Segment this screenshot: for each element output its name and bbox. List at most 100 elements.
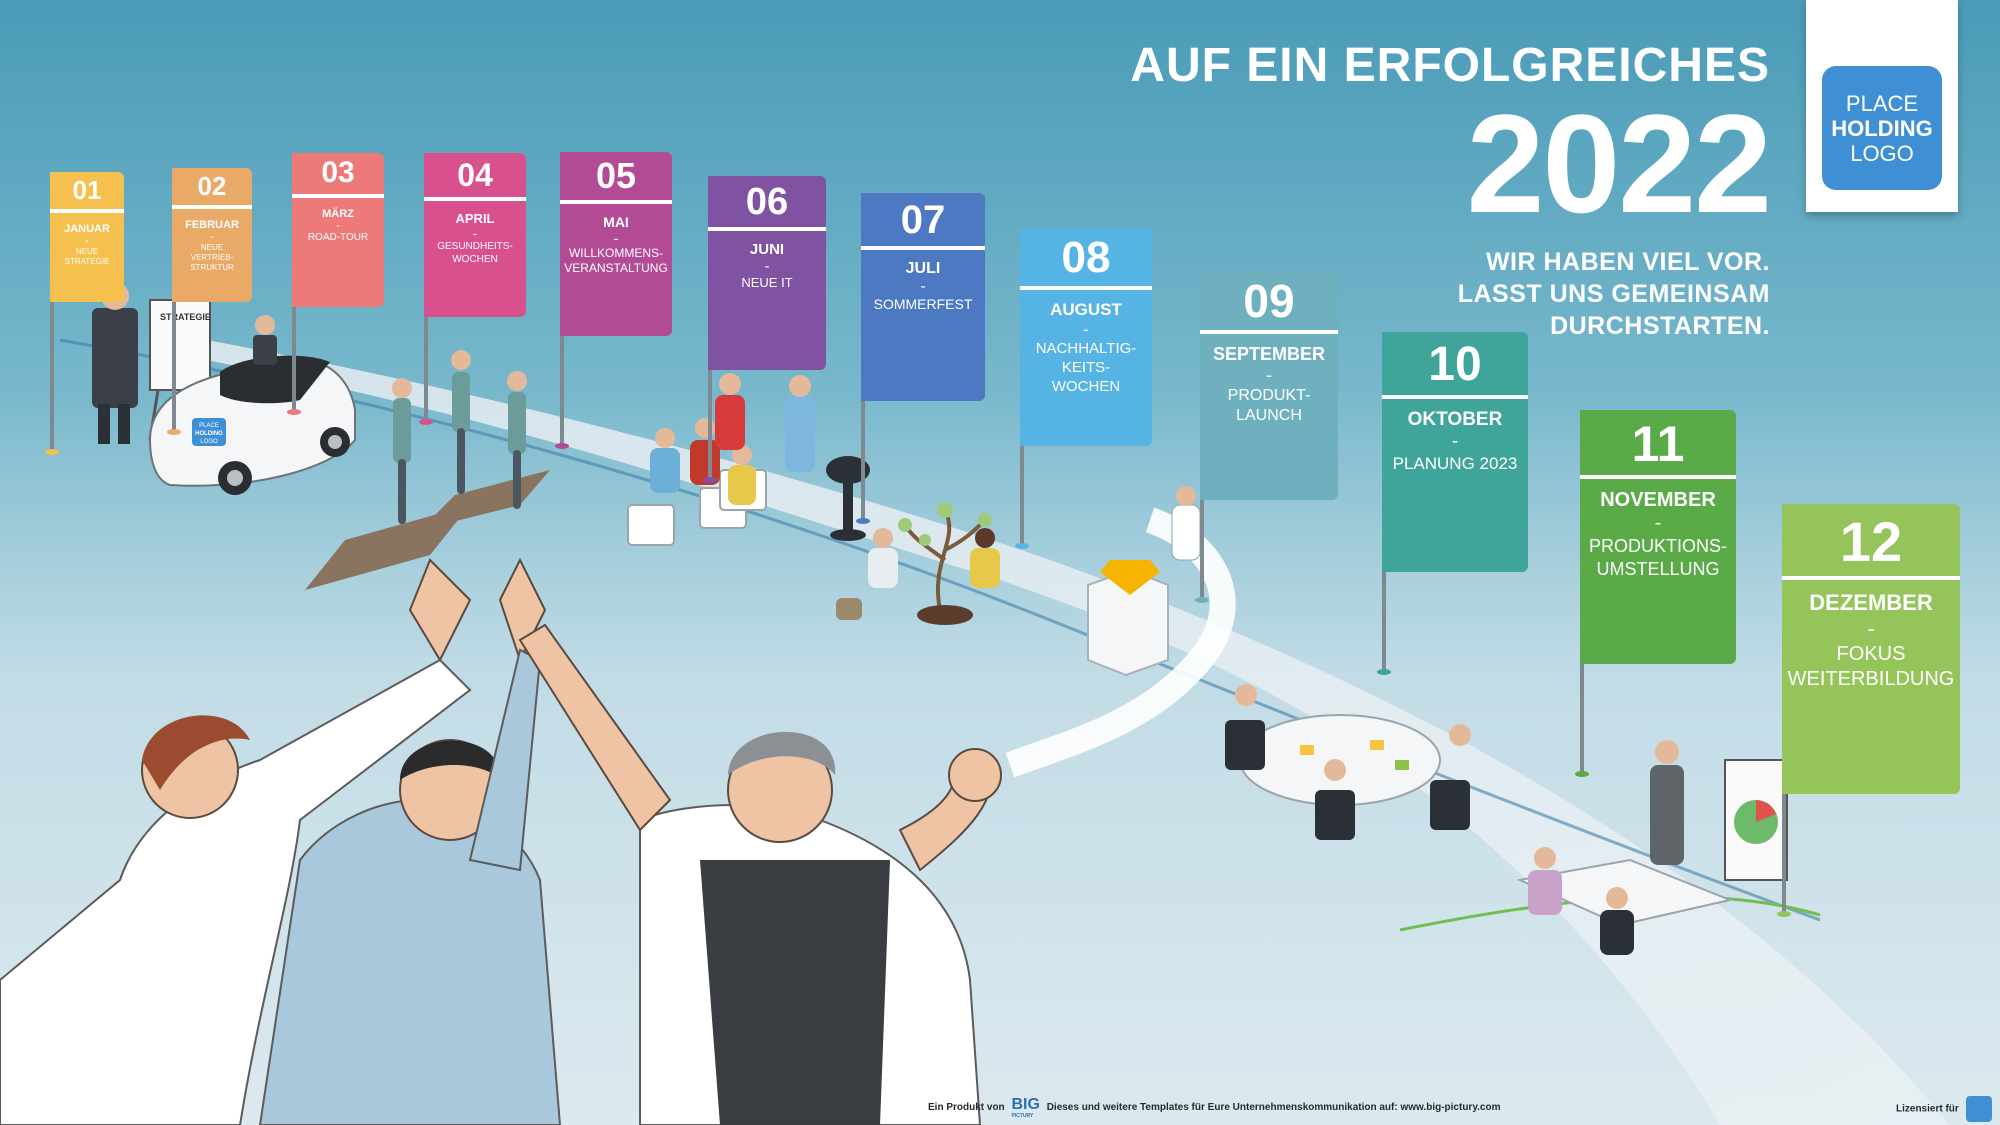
car-logo-line2: HOLDING <box>195 431 223 437</box>
month-number: 08 <box>1061 233 1111 282</box>
month-divider <box>172 205 252 209</box>
month-dash: - <box>1266 365 1272 385</box>
month-number: 09 <box>1243 275 1295 327</box>
flag-pole-base <box>1777 911 1791 917</box>
car-scene: PLACE HOLDING LOGO <box>148 315 356 495</box>
presenter-scene: STRATEGIE <box>92 282 212 444</box>
month-divider <box>1580 475 1736 479</box>
month-dash: - <box>1654 512 1662 534</box>
month-number: 02 <box>197 171 227 201</box>
month-divider <box>560 200 672 204</box>
month-event-line: VERTRIEB- <box>190 253 234 262</box>
timeline-road <box>150 330 1950 1125</box>
month-name: OKTOBER <box>1407 409 1503 430</box>
month-divider <box>1020 286 1152 290</box>
month-dash: - <box>210 231 214 243</box>
month-dash: - <box>1083 320 1089 339</box>
big-pictury-logo-bottom: PICTURY <box>1011 1113 1034 1119</box>
month-divider <box>1382 395 1528 399</box>
month-dash: - <box>764 258 770 275</box>
month-event-line: NEUE <box>75 247 99 256</box>
month-number: 04 <box>457 157 493 193</box>
headline-line1: AUF EIN ERFOLGREICHES <box>1130 39 1770 92</box>
month-number: 01 <box>72 175 102 205</box>
footer-credit: Ein Produkt von BIG PICTURY Dieses und we… <box>928 1096 1500 1119</box>
month-event-line: GESUNDHEITS- <box>437 241 513 252</box>
high-five-people <box>0 557 1002 1125</box>
month-event-line: WEITERBILDUNG <box>1787 668 1955 690</box>
footer-product-prefix: Ein Produkt von <box>928 1102 1005 1114</box>
month-dash: - <box>336 220 340 232</box>
month-name: SEPTEMBER <box>1212 344 1326 364</box>
flag-pole-base <box>45 449 59 455</box>
month-dash: - <box>472 226 478 241</box>
month-divider <box>50 209 124 213</box>
month-number: 12 <box>1839 510 1903 573</box>
tree-planting-scene <box>836 502 1000 625</box>
flag-pole-base <box>555 443 569 449</box>
flag-pole <box>50 172 54 452</box>
month-dash: - <box>1867 616 1875 641</box>
month-event-line: WOCHEN <box>1051 377 1121 395</box>
month-name: NOVEMBER <box>1600 489 1716 511</box>
flag-pole-base <box>287 409 301 415</box>
month-divider <box>292 194 384 198</box>
flipchart-label: STRATEGIE <box>160 312 211 322</box>
month-event-line: NACHHALTIG- <box>1035 340 1137 357</box>
car-logo-line3: LOGO <box>200 439 218 445</box>
month-event-line: SOMMERFEST <box>873 296 973 312</box>
month-banner-04: 04 APRIL - GESUNDHEITS- WOCHEN <box>424 153 526 317</box>
month-dash: - <box>85 235 89 247</box>
flag-pole-base <box>1015 543 1029 549</box>
month-name: JULI <box>905 260 941 277</box>
tagline-line1: WIR HABEN VIEL VOR. <box>1485 248 1770 276</box>
flag-pole-base <box>856 518 870 524</box>
month-event-line: UMSTELLUNG <box>1596 558 1720 579</box>
month-banner-11: 11 NOVEMBER - PRODUKTIONS- UMSTELLUNG <box>1580 410 1736 664</box>
month-name: FEBRUAR <box>185 219 239 231</box>
month-name: MÄRZ <box>322 208 354 220</box>
car-logo-line1: PLACE <box>199 423 219 429</box>
month-banner-02: 02 FEBRUAR - NEUE VERTRIEB- STRUKTUR <box>172 168 252 302</box>
month-dash: - <box>920 278 926 295</box>
flag-pole-base <box>1377 669 1391 675</box>
flag-pole-base <box>419 419 433 425</box>
month-dash: - <box>1451 431 1459 452</box>
footer-licensed: Lizensiert für <box>1896 1096 1992 1122</box>
tagline: WIR HABEN VIEL VOR. LASST UNS GEMEINSAM … <box>870 246 1770 342</box>
month-name: DEZEMBER <box>1809 590 1933 615</box>
month-event-line: NEUE IT <box>741 275 793 290</box>
big-pictury-logo-top: BIG <box>1011 1096 1040 1113</box>
tagline-line3: DURCHSTARTEN. <box>1550 312 1770 340</box>
month-number: 05 <box>595 155 637 196</box>
month-event-line: STRUKTUR <box>190 263 234 272</box>
flag-pole-base <box>1195 597 1209 603</box>
summer-party-scene <box>627 373 870 546</box>
planning-meeting-scene <box>1225 684 1471 840</box>
month-divider <box>708 227 826 231</box>
yoga-scene <box>305 350 550 590</box>
big-pictury-logo: BIG PICTURY <box>1011 1096 1039 1119</box>
logo-line3: LOGO <box>1850 140 1914 166</box>
month-event-line: KEITS- <box>1061 358 1111 376</box>
month-event-line: FOKUS <box>1836 643 1906 665</box>
month-divider <box>1782 576 1960 580</box>
month-name: AUGUST <box>1050 300 1122 319</box>
month-banner-03: 03 MÄRZ - ROAD-TOUR <box>292 153 384 307</box>
month-divider <box>861 246 985 250</box>
footer-licensed-text: Lizensiert für <box>1896 1103 1959 1115</box>
licensed-logo-icon <box>1965 1096 1992 1122</box>
month-event-line: VERANSTALTUNG <box>564 261 668 275</box>
month-name: MAI <box>603 214 629 230</box>
logo-line1: PLACE <box>1845 90 1919 116</box>
month-banner-06: 06 JUNI - NEUE IT <box>708 176 826 370</box>
placeholder-logo: PLACE HOLDING LOGO <box>1822 66 1942 190</box>
flag-pole-base <box>703 477 717 483</box>
month-name: JUNI <box>749 241 785 258</box>
footer-templates-link[interactable]: Dieses und weitere Templates für Eure Un… <box>1046 1102 1501 1114</box>
month-event-line: ROAD-TOUR <box>307 232 369 243</box>
month-banner-07: 07 JULI - SOMMERFEST <box>861 193 985 401</box>
product-launch-scene <box>1005 486 1236 778</box>
month-event-line: PRODUKTIONS- <box>1588 536 1727 556</box>
month-banner-01: 01 JANUAR - NEUE STRATEGIE <box>50 172 124 302</box>
